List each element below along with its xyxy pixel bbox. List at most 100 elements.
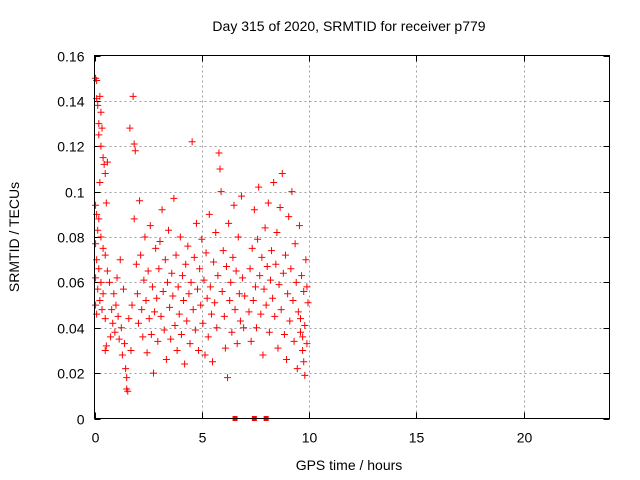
data-point	[170, 194, 178, 202]
data-point	[250, 206, 258, 214]
data-point	[157, 312, 165, 320]
data-point	[194, 285, 201, 293]
data-point	[175, 310, 183, 318]
data-point	[174, 283, 182, 291]
data-point	[185, 290, 193, 298]
y-tick-label: 0.04	[57, 321, 84, 337]
data-point	[213, 324, 221, 332]
data-point	[94, 226, 102, 234]
data-point	[107, 333, 115, 341]
data-point	[240, 324, 248, 332]
data-point	[151, 308, 159, 316]
data-point	[234, 233, 242, 241]
data-point	[291, 240, 299, 248]
data-point	[232, 267, 240, 275]
data-point	[216, 165, 224, 173]
data-point	[222, 262, 230, 270]
data-point	[125, 315, 133, 323]
data-point	[133, 290, 141, 298]
data-point	[97, 108, 105, 116]
data-point	[271, 312, 279, 320]
data-point	[273, 228, 281, 236]
data-point	[103, 158, 111, 166]
data-point	[129, 92, 137, 100]
data-point	[102, 342, 110, 350]
data-point	[122, 365, 130, 373]
y-tick-label: 0.1	[65, 185, 85, 201]
data-point	[97, 233, 105, 241]
x-tick-label: 0	[92, 430, 100, 446]
data-point	[98, 124, 106, 132]
data-point	[112, 301, 120, 309]
data-point	[272, 260, 280, 268]
data-point	[92, 201, 100, 209]
data-point	[290, 337, 298, 345]
data-point	[277, 306, 285, 314]
y-tick-label: 0.02	[57, 366, 84, 382]
data-point	[130, 215, 138, 223]
data-point	[94, 285, 102, 293]
data-point	[292, 278, 300, 286]
data-point	[146, 222, 154, 230]
data-point	[141, 233, 149, 241]
data-point	[156, 238, 164, 246]
data-point	[95, 120, 103, 128]
data-point	[300, 287, 308, 295]
chart-title: Day 315 of 2020, SRMTID for receiver p77…	[212, 18, 485, 34]
data-point	[145, 315, 153, 323]
data-point	[103, 267, 111, 275]
data-point	[215, 149, 223, 157]
data-point	[297, 328, 304, 336]
data-point	[99, 244, 107, 252]
data-point	[281, 251, 289, 259]
data-point	[168, 269, 176, 277]
data-point	[246, 265, 254, 273]
data-point	[304, 299, 312, 307]
data-point	[260, 285, 268, 293]
data-point	[239, 274, 247, 282]
data-point	[110, 290, 118, 298]
data-point	[172, 251, 180, 259]
data-point	[297, 315, 304, 323]
data-point	[261, 224, 269, 232]
data-point	[258, 253, 266, 261]
data-point	[150, 369, 158, 377]
data-point	[178, 272, 186, 280]
data-point	[224, 374, 232, 382]
data-point	[169, 292, 177, 300]
data-point	[294, 308, 302, 316]
data-point	[138, 306, 146, 314]
data-point	[140, 276, 148, 284]
data-point	[176, 233, 184, 241]
data-point	[266, 276, 274, 284]
data-point	[118, 351, 126, 359]
data-point	[192, 219, 200, 227]
data-point	[96, 179, 104, 187]
data-point	[160, 326, 168, 334]
data-point	[130, 140, 138, 148]
data-point	[108, 306, 116, 314]
data-point	[154, 337, 162, 345]
data-point	[190, 253, 198, 261]
x-tick-label: 5	[199, 430, 207, 446]
data-point	[102, 199, 110, 207]
data-point	[203, 294, 211, 302]
data-point	[95, 215, 103, 223]
data-point	[220, 312, 228, 320]
data-point	[147, 331, 155, 339]
data-point	[241, 292, 249, 300]
data-point	[116, 256, 124, 264]
data-point	[115, 335, 123, 343]
y-axis-ticks: 0 0.02 0.04 0.06 0.08 0.1 0.12 0.14 0.16	[57, 49, 610, 428]
data-point	[235, 290, 243, 298]
data-point	[173, 346, 181, 354]
data-point	[249, 297, 257, 305]
data-point	[95, 265, 103, 273]
data-point	[293, 365, 301, 373]
data-point	[101, 169, 109, 177]
data-point	[212, 228, 220, 236]
data-point	[96, 297, 104, 305]
data-point	[270, 179, 278, 187]
data-point	[276, 204, 284, 212]
data-point	[227, 278, 235, 286]
